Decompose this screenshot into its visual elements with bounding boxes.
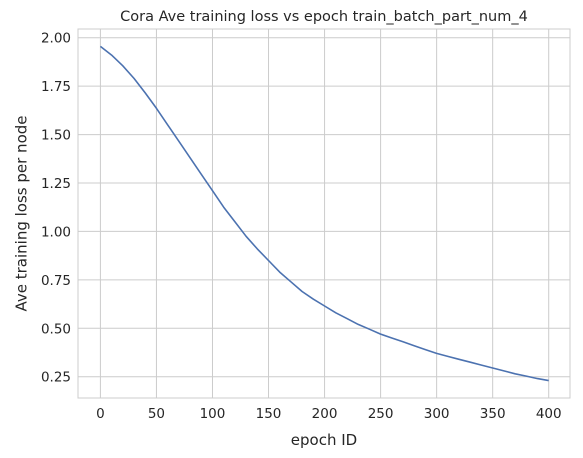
series-group (99, 45, 549, 382)
x-tick-label: 200 (312, 406, 338, 422)
x-tick-label: 400 (536, 406, 562, 422)
y-tick-label: 0.75 (41, 273, 71, 289)
x-axis-label: epoch ID (291, 431, 357, 449)
y-tick-label: 1.25 (41, 176, 71, 192)
x-tick-label: 250 (368, 406, 394, 422)
y-tick-label: 0.50 (41, 321, 71, 337)
loss-series-line (99, 45, 549, 382)
y-tick-label: 1.75 (41, 79, 71, 95)
chart-title: Cora Ave training loss vs epoch train_ba… (120, 9, 528, 25)
x-tick-label: 300 (424, 406, 450, 422)
x-tick-label: 100 (200, 406, 226, 422)
y-tick-label: 1.50 (41, 128, 71, 144)
x-tick-label: 50 (148, 406, 165, 422)
x-tick-labels: 0 50 100 150 200 250 300 350 400 (96, 406, 561, 422)
y-axis-label: Ave training loss per node (12, 116, 30, 312)
y-tick-label: 0.25 (41, 370, 71, 386)
y-tick-label: 1.00 (41, 224, 71, 240)
x-tick-label: 350 (480, 406, 506, 422)
y-tick-labels: 0.25 0.50 0.75 1.00 1.25 1.50 1.75 2.00 (41, 31, 71, 386)
plot-area-frame (77, 28, 571, 399)
y-tick-label: 2.00 (41, 31, 71, 47)
x-tick-label: 150 (256, 406, 282, 422)
x-tick-label: 0 (96, 406, 105, 422)
grid (78, 29, 570, 398)
